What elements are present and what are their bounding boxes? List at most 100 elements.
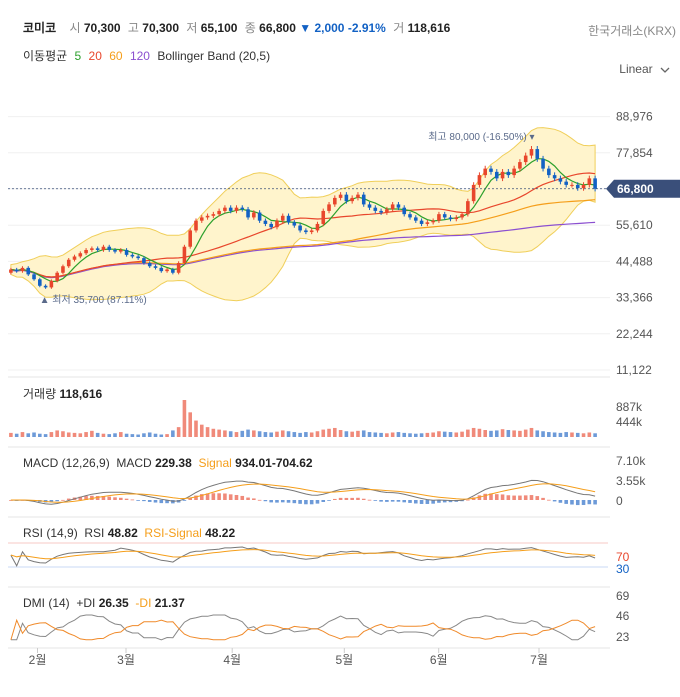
volume-bar bbox=[280, 430, 285, 437]
macd-label: MACD bbox=[116, 456, 152, 470]
volume-bar bbox=[419, 433, 424, 437]
volume-bar bbox=[194, 420, 198, 437]
volume-bar bbox=[367, 432, 372, 437]
macd-histogram-bar bbox=[263, 500, 268, 502]
candle-body bbox=[518, 162, 522, 169]
indicator-legend: 이동평균 5 20 60 120 Bollinger Band (20,5) bbox=[23, 47, 274, 64]
volume-bar bbox=[529, 427, 534, 437]
candle-body bbox=[350, 197, 354, 202]
volume-tick-label: 887k bbox=[616, 400, 643, 414]
ma-120[interactable]: 120 bbox=[129, 49, 150, 63]
candle-body bbox=[188, 230, 192, 247]
macd-histogram-bar bbox=[252, 498, 256, 500]
volume-bar bbox=[171, 430, 175, 437]
high-value: 70,300 bbox=[142, 21, 179, 35]
stock-name: 코미코 bbox=[23, 21, 57, 35]
low-label: 저 bbox=[186, 21, 198, 35]
macd-histogram-bar bbox=[466, 499, 470, 501]
candle-body bbox=[460, 214, 464, 218]
macd-histogram-bar bbox=[373, 500, 378, 501]
x-tick-label: 2월 bbox=[29, 653, 47, 667]
macd-histogram-bar bbox=[570, 500, 574, 505]
candle-body bbox=[275, 220, 279, 228]
macd-histogram-bar bbox=[49, 500, 54, 503]
macd-histogram-bar bbox=[223, 493, 227, 500]
candle-body bbox=[587, 178, 592, 185]
candle-body bbox=[159, 267, 164, 272]
volume-bar bbox=[466, 429, 470, 437]
macd-histogram-bar bbox=[153, 500, 158, 503]
volume-bar bbox=[199, 424, 204, 437]
macd-histogram-bar bbox=[321, 500, 326, 503]
macd-histogram-bar bbox=[182, 500, 187, 501]
macd-histogram-bar bbox=[419, 500, 424, 504]
macd-histogram-bar bbox=[512, 495, 516, 500]
candle-body bbox=[454, 217, 459, 220]
candle-body bbox=[361, 194, 366, 205]
candle-body bbox=[252, 212, 256, 218]
candle-body bbox=[147, 262, 152, 267]
mdi-label: -DI bbox=[135, 596, 152, 610]
price-tick-label: 55,610 bbox=[616, 218, 653, 232]
macd-histogram-bar bbox=[414, 500, 418, 504]
candle-body bbox=[26, 267, 31, 275]
macd-histogram-bar bbox=[356, 497, 360, 500]
volume-bar bbox=[541, 431, 545, 437]
candle-body bbox=[547, 168, 551, 176]
volume-bar bbox=[477, 428, 482, 437]
macd-histogram-bar bbox=[408, 500, 412, 503]
candle-body bbox=[211, 214, 216, 216]
macd-histogram-bar bbox=[547, 499, 551, 501]
macd-histogram-bar bbox=[494, 494, 499, 500]
candle-body bbox=[95, 248, 100, 250]
macd-histogram-bar bbox=[269, 500, 273, 503]
candle-body bbox=[292, 222, 297, 226]
macd-histogram-bar bbox=[304, 500, 308, 505]
candle-body bbox=[9, 269, 13, 273]
macd-legend: MACD (12,26,9) MACD 229.38 Signal 934.01… bbox=[23, 456, 313, 470]
volume-bar bbox=[570, 432, 574, 437]
dmi-title: DMI (14) bbox=[23, 596, 70, 610]
volume-bar bbox=[425, 432, 430, 437]
volume-bar bbox=[547, 432, 551, 437]
dmi-lines bbox=[10, 614, 596, 641]
macd-histogram-bar bbox=[188, 497, 192, 500]
candle-body bbox=[90, 248, 94, 250]
max-annotation: 최고 80,000 (-16.50%) ▾ bbox=[428, 131, 534, 143]
volume-bar bbox=[26, 433, 31, 437]
volume-bar bbox=[454, 432, 459, 437]
rsi-signal-value: 48.22 bbox=[205, 526, 236, 540]
macd-histogram-bar bbox=[107, 496, 112, 500]
ma-20[interactable]: 20 bbox=[88, 49, 102, 63]
volume-bar bbox=[14, 433, 19, 437]
volume-bar bbox=[228, 431, 233, 437]
candle-body bbox=[552, 175, 557, 179]
ma-60[interactable]: 60 bbox=[109, 49, 123, 63]
candle-body bbox=[286, 215, 291, 223]
rsi-legend: RSI (14,9) RSI 48.82 RSI-Signal 48.22 bbox=[23, 526, 235, 540]
rsi-signal-label: RSI-Signal bbox=[144, 526, 202, 540]
rsi-label: RSI bbox=[84, 526, 105, 540]
volume-bar bbox=[246, 429, 250, 437]
macd-histogram-bar bbox=[147, 500, 152, 502]
macd-tick-label: 3.55k bbox=[616, 474, 646, 488]
candle-body bbox=[55, 272, 59, 281]
scale-mode-dropdown[interactable]: Linear bbox=[619, 62, 670, 76]
candle-body bbox=[379, 210, 383, 213]
candle-body bbox=[176, 262, 181, 273]
candle-body bbox=[72, 256, 77, 260]
macd-histogram-bar bbox=[529, 495, 534, 500]
ma-5[interactable]: 5 bbox=[74, 49, 82, 63]
candle-body bbox=[113, 249, 117, 252]
bollinger-label[interactable]: Bollinger Band (20,5) bbox=[157, 49, 271, 63]
volume-bar bbox=[223, 430, 227, 437]
volume-bar bbox=[61, 431, 65, 437]
candle-body bbox=[333, 197, 337, 205]
volume-bar bbox=[390, 432, 395, 437]
volume-bar bbox=[20, 432, 25, 437]
candle-body bbox=[523, 155, 528, 163]
candle-body bbox=[396, 204, 401, 208]
volume-bar bbox=[442, 431, 447, 437]
price-tick-label: 22,244 bbox=[616, 327, 653, 341]
